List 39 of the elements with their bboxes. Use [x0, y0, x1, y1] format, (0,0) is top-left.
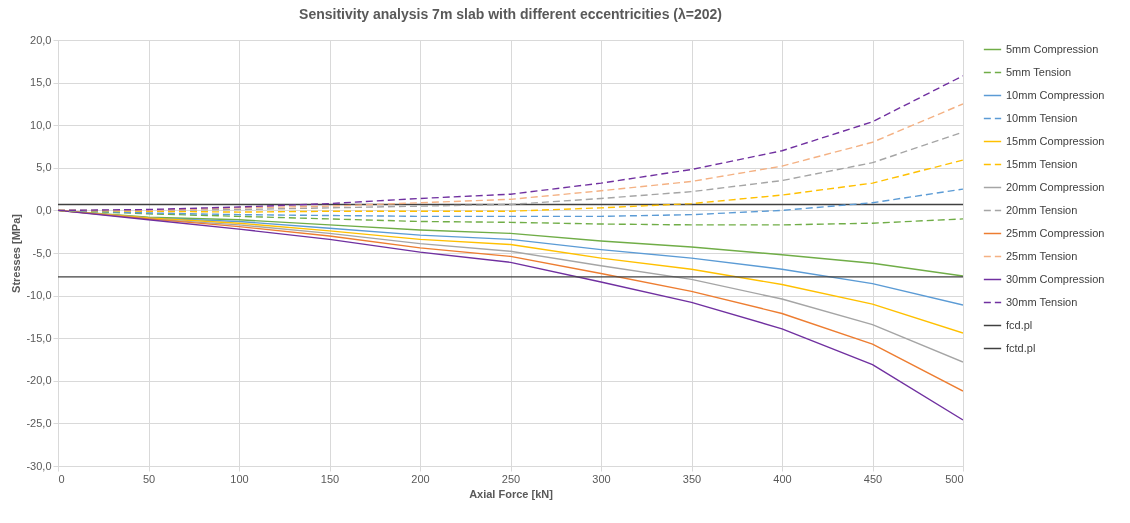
legend-label: 25mm Compression	[1006, 226, 1105, 239]
x-tick-label: 0	[58, 472, 65, 485]
legend-label: 15mm Tension	[1006, 157, 1078, 170]
y-tick-label: 15,0	[30, 76, 52, 89]
y-tick-label: 20,0	[30, 33, 52, 46]
y-tick-label: -20,0	[26, 374, 52, 387]
legend-label: 5mm Compression	[1006, 42, 1099, 55]
x-tick-label: 250	[501, 472, 521, 485]
legend-label: 10mm Compression	[1006, 88, 1105, 101]
y-tick-label: -5,0	[32, 246, 52, 259]
legend-label: 10mm Tension	[1006, 111, 1078, 124]
x-tick-label: 400	[773, 472, 792, 485]
legend-label: 5mm Tension	[1006, 65, 1072, 78]
x-tick-label: 150	[320, 472, 340, 485]
x-tick-label: 500	[945, 472, 964, 485]
x-tick-label: 50	[142, 472, 156, 485]
legend-label: 30mm Tension	[1006, 295, 1078, 308]
y-tick-label: 0,0	[36, 203, 52, 216]
legend-label: fctd.pl	[1006, 341, 1036, 354]
chart-title: Sensitivity analysis 7m slab with different eccentricities (λ=202)	[299, 6, 722, 22]
x-tick-label: 200	[411, 472, 430, 485]
legend-label: fcd.pl	[1006, 318, 1033, 331]
y-tick-label: 10,0	[30, 118, 52, 131]
y-tick-label: -10,0	[26, 289, 52, 302]
y-tick-label: -30,0	[26, 459, 52, 472]
y-tick-label: 5,0	[36, 161, 52, 174]
y-tick-label: -15,0	[26, 331, 52, 344]
legend-label: 20mm Compression	[1006, 180, 1105, 193]
legend-label: 15mm Compression	[1006, 134, 1105, 147]
x-axis-title: Axial Force [kN]	[469, 487, 554, 500]
x-tick-label: 300	[592, 472, 611, 485]
legend-label: 25mm Tension	[1006, 249, 1078, 262]
legend-label: 20mm Tension	[1006, 203, 1078, 216]
x-tick-label: 100	[230, 472, 249, 485]
x-tick-label: 450	[863, 472, 883, 485]
y-axis-title: Stresses [MPa]	[10, 213, 23, 293]
x-tick-label: 350	[682, 472, 702, 485]
legend-label: 30mm Compression	[1006, 272, 1105, 285]
y-tick-label: -25,0	[26, 416, 52, 429]
